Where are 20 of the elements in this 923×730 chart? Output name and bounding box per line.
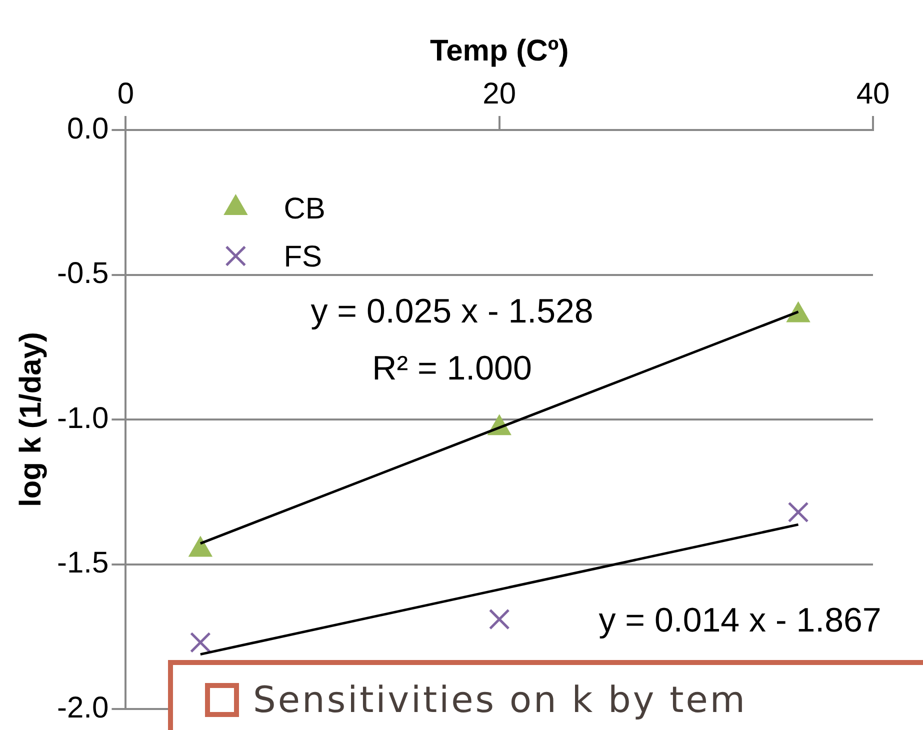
- point: [788, 502, 809, 523]
- y-axis-title: log k (1/day): [14, 332, 48, 508]
- x-tick-label: 40: [856, 77, 890, 110]
- y-tick-label: -0.5: [56, 257, 109, 290]
- x-tick-label: 20: [482, 77, 516, 110]
- legend-label: FS: [284, 240, 322, 274]
- point: [786, 302, 810, 322]
- y-tick-label: -1.5: [56, 546, 109, 580]
- y-tick-label: -1.0: [56, 402, 109, 435]
- y-tick-label: 0.0: [66, 112, 109, 146]
- y-tick-label: -2.0: [56, 691, 109, 724]
- annotation: y = 0.014 x - 1.867: [598, 601, 882, 640]
- point: [488, 608, 510, 630]
- annotation: Sensitivities on k by tem: [253, 680, 747, 720]
- x-tick-label: 0: [117, 77, 134, 110]
- x-axis-title: Temp (Cº): [430, 34, 569, 68]
- point: [190, 632, 211, 653]
- annotation: R² = 1.000: [372, 349, 532, 388]
- annotation: y = 0.025 x - 1.528: [310, 292, 594, 330]
- legend-label: CB: [284, 192, 326, 226]
